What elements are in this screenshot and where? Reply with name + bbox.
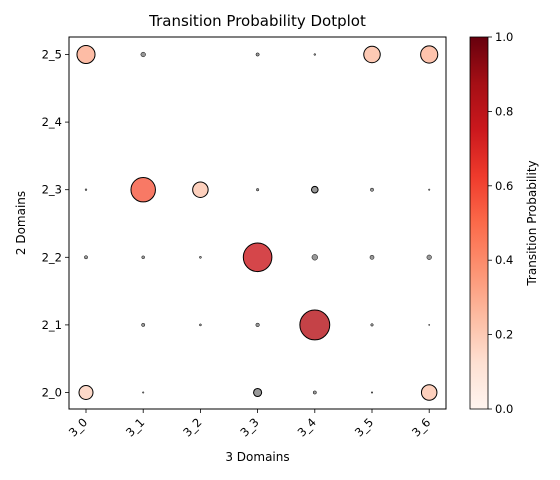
colorbar [469, 36, 489, 410]
dot-3_4-2_3 [311, 185, 319, 194]
y-tick-label: 2_3 [42, 183, 62, 197]
dot-3_5-2_0 [371, 391, 373, 394]
dot-3_0-2_3 [84, 188, 88, 191]
dot-3_3-2_2 [242, 242, 273, 273]
dot-3_0-2_2 [84, 255, 88, 260]
dot-3_4-2_1 [299, 309, 331, 341]
dot-3_6-2_3 [428, 188, 431, 191]
dot-3_2-2_2 [199, 256, 202, 259]
dot-3_1-2_3 [130, 176, 156, 203]
x-tick-label: 3_6 [409, 415, 433, 439]
dot-3_3-2_1 [255, 322, 260, 327]
y-tick-label: 2_0 [42, 386, 62, 400]
chart-title: Transition Probability Dotplot [148, 12, 366, 30]
dot-3_6-2_2 [426, 254, 432, 260]
dot-3_6-2_0 [420, 384, 438, 401]
plot-area [68, 36, 447, 410]
colorbar-tick-label: 0.4 [495, 253, 513, 267]
dot-3_5-2_1 [370, 323, 374, 327]
dot-3_5-2_3 [370, 187, 374, 192]
y-tick-label: 2_2 [42, 250, 62, 264]
dot-3_4-2_5 [313, 53, 316, 56]
dot-3_3-2_3 [256, 188, 260, 192]
y-tick-label: 2_5 [42, 48, 62, 62]
colorbar-gradient [469, 36, 489, 410]
dots-layer [76, 44, 439, 401]
dot-3_0-2_0 [78, 384, 94, 401]
dot-3_0-2_5 [76, 44, 96, 65]
x-axis-label: 3 Domains [225, 450, 289, 464]
x-tick-label: 3_3 [237, 415, 261, 439]
dot-3_4-2_0 [312, 390, 317, 395]
dot-3_1-2_1 [141, 323, 146, 327]
dot-3_5-2_5 [363, 45, 381, 64]
y-axis-label: 2 Domains [14, 191, 28, 255]
dot-3_2-2_1 [199, 323, 202, 327]
colorbar-tick-label: 0.2 [495, 328, 513, 342]
x-tick-label: 3_5 [352, 415, 376, 439]
dot-3_6-2_1 [428, 324, 431, 326]
x-tick-label: 3_2 [180, 415, 204, 439]
dot-3_4-2_2 [311, 254, 318, 261]
x-tick-label: 3_4 [295, 415, 319, 439]
dot-3_1-2_2 [141, 255, 145, 260]
x-tick-label: 3_0 [66, 415, 90, 439]
colorbar-tick-label: 0.6 [495, 179, 513, 193]
colorbar-tick-label: 0.0 [495, 402, 513, 416]
dot-3_3-2_0 [253, 387, 263, 398]
y-axis-ticks: 2_0 2_1 2_2 2_3 2_4 2_5 [42, 48, 69, 400]
x-axis-ticks: 3_0 3_1 3_2 3_3 3_4 3_5 3_6 [66, 409, 433, 440]
colorbar-ticks: 0.0 0.2 0.4 0.6 0.8 1.0 [488, 30, 513, 416]
y-tick-label: 2_4 [42, 115, 62, 129]
dot-3_5-2_2 [369, 255, 375, 260]
colorbar-tick-label: 1.0 [495, 30, 513, 44]
plot-border [68, 36, 447, 410]
colorbar-label: Transition Probability [525, 160, 539, 286]
dot-3_2-2_3 [192, 181, 209, 198]
dot-3_1-2_0 [142, 391, 145, 394]
y-tick-label: 2_1 [42, 318, 62, 332]
dot-3_1-2_5 [140, 51, 146, 58]
colorbar-tick-label: 0.8 [495, 104, 513, 118]
dot-3_3-2_5 [255, 52, 260, 57]
x-tick-label: 3_1 [123, 415, 147, 439]
dot-3_6-2_5 [420, 45, 439, 64]
